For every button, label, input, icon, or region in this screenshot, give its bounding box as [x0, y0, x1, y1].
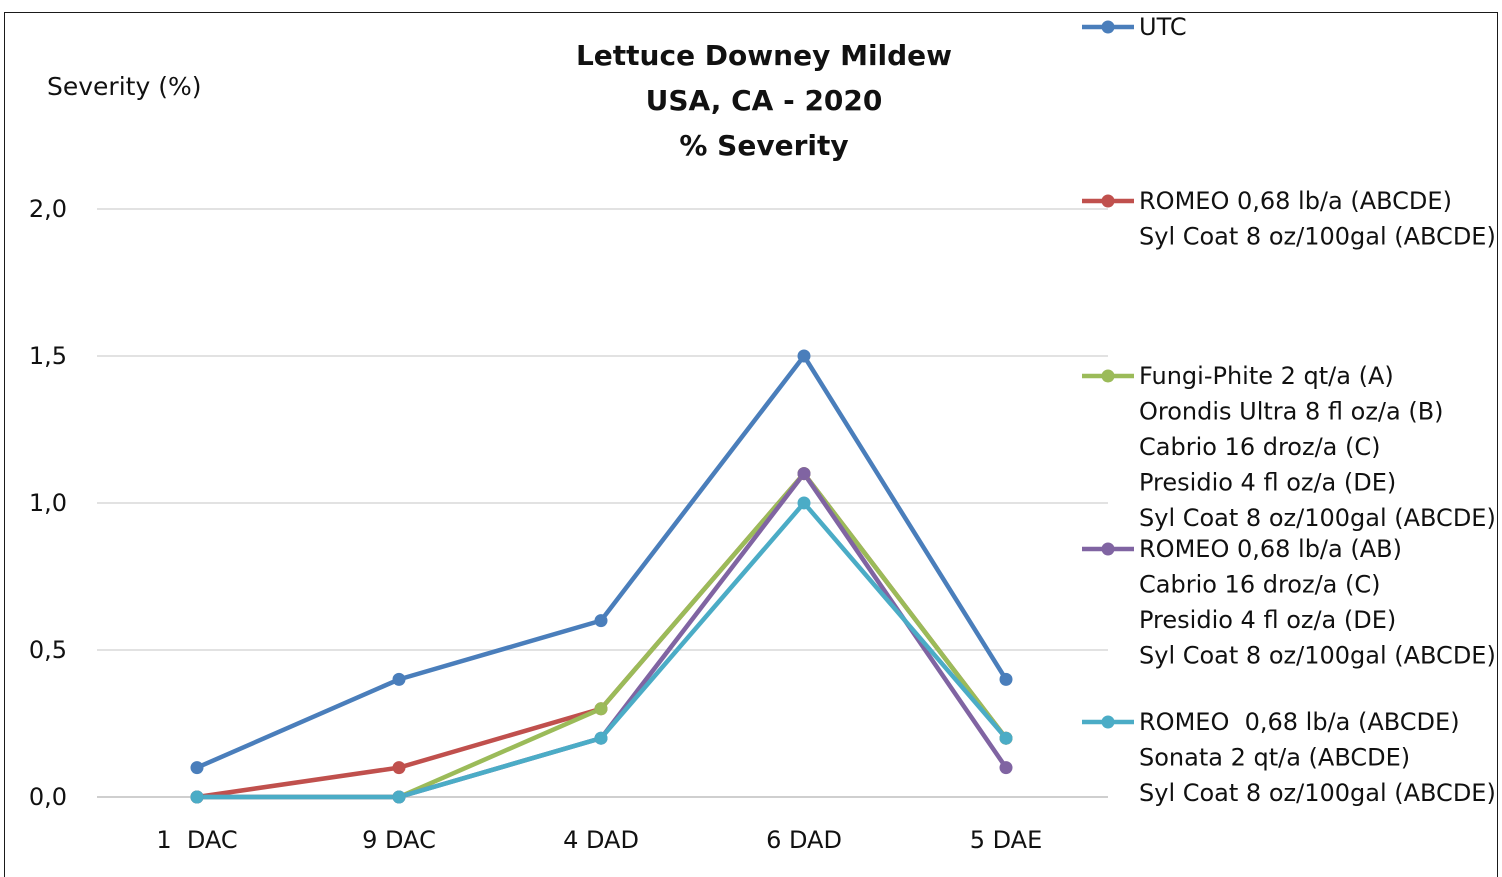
y-tick-label: 1,0 [29, 489, 67, 517]
legend-entry-5-line: ROMEO 0,68 lb/a (ABCDE) [1139, 708, 1460, 736]
legend-entry-3-line: Orondis Ultra 8 fl oz/a (B) [1139, 398, 1444, 426]
legend-entry-5-line: Sonata 2 qt/a (ABCDE) [1139, 744, 1410, 772]
series-4-point [999, 761, 1013, 775]
y-tick-label: 1,5 [29, 342, 67, 370]
legend-entry-3-line: Presidio 4 fl oz/a (DE) [1139, 469, 1396, 497]
x-tick-label: 6 DAD [766, 826, 842, 854]
series-1-point [999, 672, 1013, 686]
legend-entry-2-line: Syl Coat 8 oz/100gal (ABCDE) [1139, 223, 1496, 251]
legend-swatch-marker-3 [1101, 369, 1115, 383]
series-1-point [797, 349, 811, 363]
series-5-point [797, 496, 811, 510]
series-3-point [594, 702, 608, 716]
legend-entry-5-line: Syl Coat 8 oz/100gal (ABCDE) [1139, 779, 1496, 807]
legend-entry-3-line: Cabrio 16 droz/a (C) [1139, 433, 1380, 461]
legend-entry-4-line: Cabrio 16 droz/a (C) [1139, 571, 1380, 599]
series-5-point [594, 731, 608, 745]
series-line-2 [194, 471, 1009, 800]
x-tick-label: 1 DAC [156, 826, 237, 854]
x-tick-label: 4 DAD [563, 826, 639, 854]
series-1-point [190, 761, 204, 775]
legend-entry-4-line: Syl Coat 8 oz/100gal (ABCDE) [1139, 642, 1496, 670]
series-5-point [392, 790, 406, 804]
x-tick-label: 5 DAE [970, 826, 1043, 854]
legend-entry-3-line: Fungi-Phite 2 qt/a (A) [1139, 362, 1394, 390]
chart-title-line-2: USA, CA - 2020 [645, 84, 883, 117]
chart-frame [4, 12, 1498, 877]
series-5-point [999, 731, 1013, 745]
series-1-point [594, 614, 608, 628]
x-tick-label: 9 DAC [362, 826, 436, 854]
legend-entry-3-line: Syl Coat 8 oz/100gal (ABCDE) [1139, 504, 1496, 532]
series-2-point [392, 761, 406, 775]
series-4-point [797, 467, 811, 481]
legend-entry-4-line: Presidio 4 fl oz/a (DE) [1139, 606, 1396, 634]
y-axis-label: Severity (%) [47, 72, 202, 101]
series-1-point [392, 672, 406, 686]
legend-entry-1-line: UTC [1139, 13, 1187, 41]
series-line-3 [194, 471, 1009, 800]
legend-swatch-marker-5 [1101, 715, 1115, 729]
legend-entry-4-line: ROMEO 0,68 lb/a (AB) [1139, 535, 1402, 563]
chart-title-line-3: % Severity [679, 129, 849, 162]
chart-title-line-1: Lettuce Downey Mildew [575, 39, 953, 72]
series-line-4 [194, 471, 1009, 800]
legend-entry-2-line: ROMEO 0,68 lb/a (ABCDE) [1139, 187, 1452, 215]
y-tick-label: 2,0 [29, 195, 67, 223]
y-tick-label: 0,5 [29, 636, 67, 664]
y-tick-label: 0,0 [29, 783, 67, 811]
series-5-point [190, 790, 204, 804]
legend-swatch-marker-4 [1101, 542, 1115, 556]
legend-swatch-marker-2 [1101, 194, 1115, 208]
legend-swatch-marker-1 [1101, 20, 1115, 34]
